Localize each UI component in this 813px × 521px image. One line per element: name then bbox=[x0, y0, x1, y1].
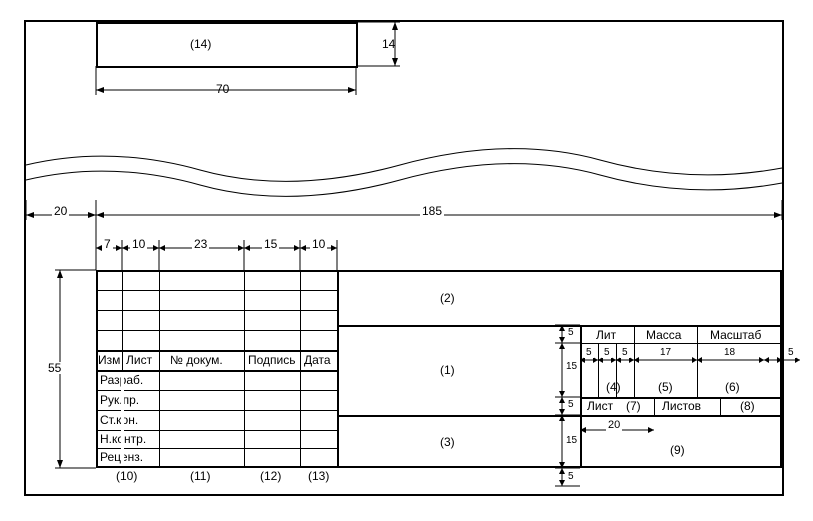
ref9: (9) bbox=[670, 444, 685, 456]
dim-20: 20 bbox=[52, 205, 69, 217]
tb-left bbox=[96, 270, 98, 468]
dim-55: 55 bbox=[46, 362, 63, 374]
lr5 bbox=[96, 390, 337, 391]
dim-r5a: 5 bbox=[566, 328, 576, 338]
rb-v-mid bbox=[654, 397, 655, 415]
ref6: (6) bbox=[725, 381, 740, 393]
rb-v2 bbox=[697, 325, 698, 397]
topbox-left bbox=[96, 22, 98, 68]
ref3: (3) bbox=[440, 436, 455, 448]
ref8: (8) bbox=[740, 400, 755, 412]
dim-r5c: 5 bbox=[566, 472, 576, 482]
merge-cover bbox=[121, 372, 124, 466]
ref14: (14) bbox=[190, 38, 211, 50]
ref1: (1) bbox=[440, 364, 455, 376]
col4 bbox=[300, 270, 301, 468]
dim-r15a: 15 bbox=[564, 362, 579, 372]
rb-v1a bbox=[598, 343, 599, 397]
sd4: 18 bbox=[722, 348, 737, 358]
dim-23: 23 bbox=[192, 238, 209, 250]
ref2: (2) bbox=[440, 292, 455, 304]
col2 bbox=[159, 270, 160, 468]
rb-lit: Лит bbox=[596, 329, 616, 341]
rb-masshtab: Масштаб bbox=[710, 329, 761, 341]
dim-r15b: 15 bbox=[564, 436, 579, 446]
ref5: (5) bbox=[658, 381, 673, 393]
hdr-podpis: Подпись bbox=[248, 354, 296, 366]
rb-list: Лист bbox=[587, 400, 613, 412]
sd0: 5 bbox=[584, 348, 594, 358]
hdr-dokum: № докум. bbox=[170, 354, 223, 366]
lr8 bbox=[96, 448, 337, 449]
dim-14: 14 bbox=[380, 38, 397, 50]
dim-70: 70 bbox=[214, 83, 231, 95]
rb-h1 bbox=[580, 343, 782, 344]
ref7: (7) bbox=[626, 400, 641, 412]
dim-15: 15 bbox=[262, 238, 279, 250]
mid-h1 bbox=[337, 325, 782, 327]
dim-10a: 10 bbox=[130, 238, 147, 250]
ref13: (13) bbox=[308, 470, 329, 482]
lr3 bbox=[96, 330, 337, 331]
drawing-canvas: (14) 70 14 bbox=[0, 0, 813, 521]
lr6 bbox=[96, 410, 337, 411]
dim-7: 7 bbox=[102, 238, 113, 250]
dim-r5b: 5 bbox=[566, 400, 576, 410]
sd2: 5 bbox=[620, 348, 630, 358]
col3 bbox=[244, 270, 245, 468]
rb-v1 bbox=[634, 325, 635, 397]
topbox-bot bbox=[96, 66, 356, 68]
lr-hdr-bot bbox=[96, 370, 337, 372]
dim-w20: 20 bbox=[606, 420, 622, 431]
ref4: (4) bbox=[606, 381, 621, 393]
sd5: 5 bbox=[786, 348, 796, 358]
topbox-top bbox=[96, 22, 356, 24]
col5-bold bbox=[337, 270, 339, 468]
topbox-right bbox=[356, 22, 358, 68]
rb-listov: Листов bbox=[662, 400, 701, 412]
ref12: (12) bbox=[260, 470, 281, 482]
tb-top bbox=[96, 270, 782, 272]
rb-massa: Масса bbox=[646, 329, 681, 341]
rb-v-mid2 bbox=[720, 397, 721, 415]
hdr-izm: Изм bbox=[98, 354, 120, 366]
sd3: 17 bbox=[658, 348, 673, 358]
dim-10b: 10 bbox=[310, 238, 327, 250]
lr2 bbox=[96, 310, 337, 311]
lr-hdr-top bbox=[96, 350, 337, 352]
role-rukpr: Рук.пр. bbox=[100, 394, 139, 406]
role-stkon: Ст.кон. bbox=[100, 414, 138, 426]
hdr-list: Лист bbox=[126, 354, 152, 366]
tb-right bbox=[780, 270, 782, 468]
lr1 bbox=[96, 290, 337, 291]
dim-185: 185 bbox=[420, 205, 444, 217]
hdr-data: Дата bbox=[304, 354, 331, 366]
ref10: (10) bbox=[116, 470, 137, 482]
ref11: (11) bbox=[190, 470, 210, 482]
mid-h2 bbox=[337, 415, 580, 417]
sd1: 5 bbox=[602, 348, 612, 358]
rb-h3 bbox=[580, 415, 782, 417]
lr7 bbox=[96, 430, 337, 431]
tb-bot bbox=[96, 466, 782, 468]
